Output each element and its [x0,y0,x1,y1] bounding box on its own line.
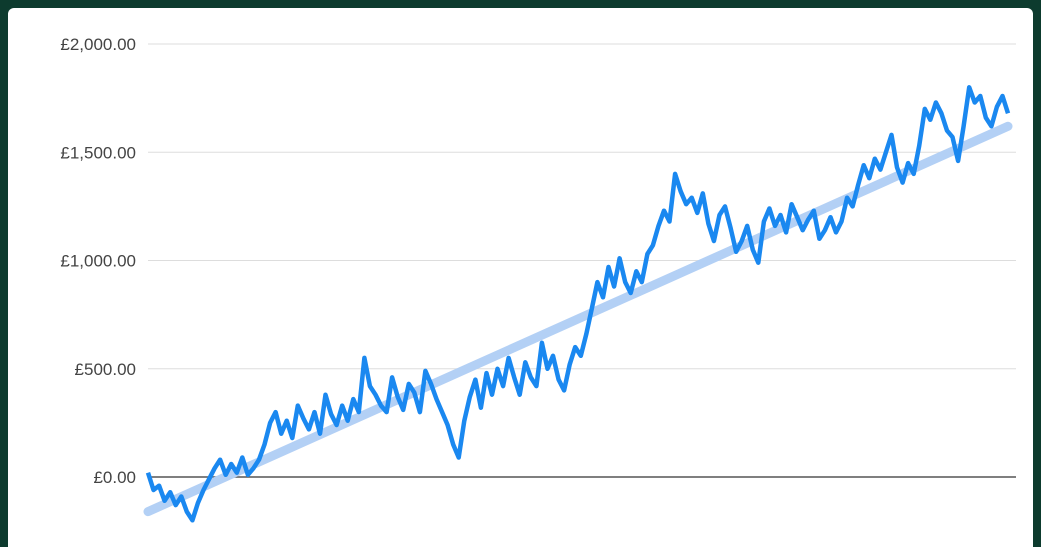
line-chart: £0.00 £500.00 £1,000.00 £1,500.00 £2,000.00 [60,35,1016,523]
y-tick-label: £1,500.00 [60,143,136,162]
y-tick-label: £2,000.00 [60,35,136,54]
y-tick-label: £500.00 [75,360,136,379]
y-tick-label: £1,000.00 [60,252,136,271]
y-axis-tick-labels: £0.00 £500.00 £1,000.00 £1,500.00 £2,000.00 [60,35,136,487]
gridlines [148,43,1016,478]
trendline [143,121,1013,517]
chart-frame: £0.00 £500.00 £1,000.00 £1,500.00 £2,000.00 [8,8,1033,547]
series-line [145,85,1011,523]
y-tick-label: £0.00 [93,468,136,487]
plot-area [143,85,1013,523]
